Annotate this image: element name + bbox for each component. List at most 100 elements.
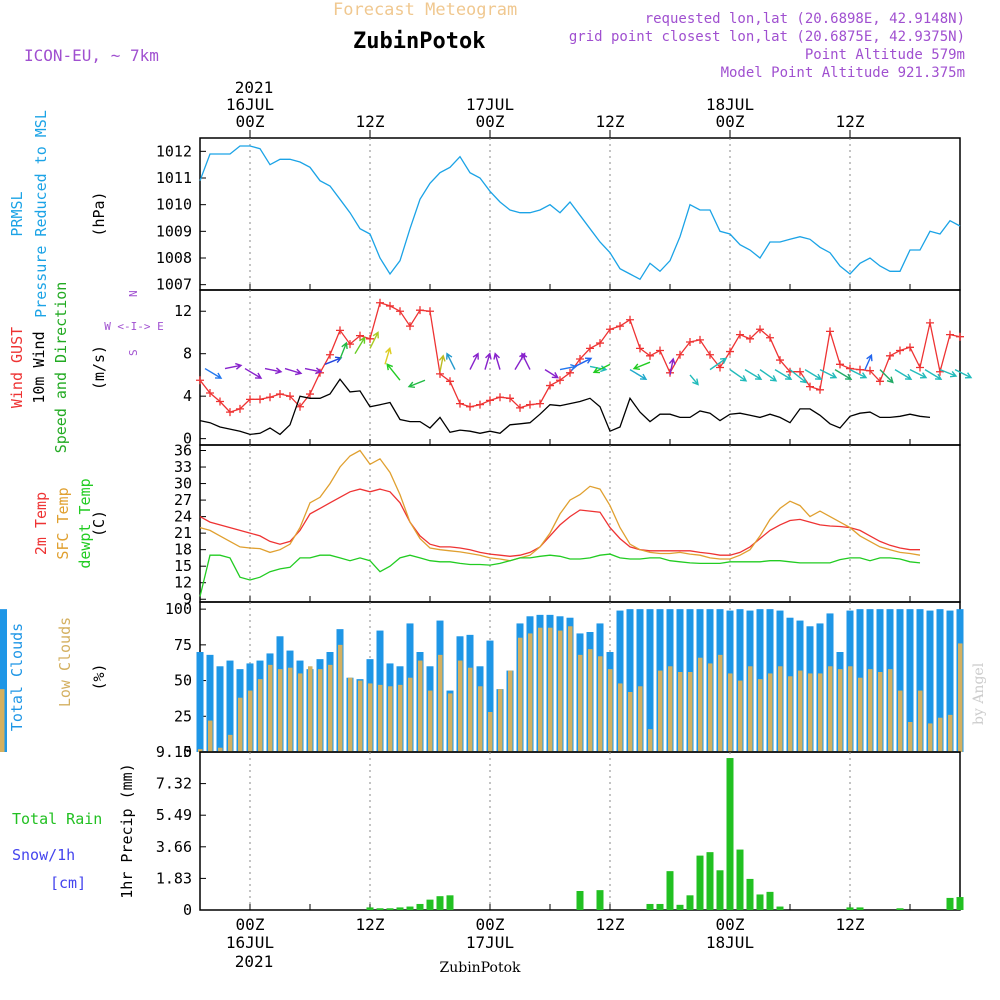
low-cloud-bar — [878, 672, 883, 752]
gust-marker — [486, 396, 494, 405]
station-title: ZubinPotok — [353, 29, 485, 54]
low-cloud-bar — [738, 680, 743, 752]
gust-marker — [646, 351, 654, 360]
low-cloud-bar — [938, 717, 943, 752]
y-tick-label: 21 — [174, 524, 192, 542]
wind-direction-arrow — [632, 361, 651, 371]
gust-marker — [346, 340, 354, 349]
legend-label: PRMSL — [8, 191, 26, 236]
closest-coords: grid point closest lon,lat (20.6875E, 42… — [569, 29, 965, 45]
y-tick-label: 1011 — [156, 169, 192, 187]
gust-marker — [616, 322, 624, 331]
low-cloud-bar — [568, 626, 573, 752]
wind-direction-arrow — [574, 357, 593, 368]
gust-marker — [766, 333, 774, 342]
low-cloud-bar — [388, 686, 393, 752]
y-tick-label: 1009 — [156, 222, 192, 240]
low-cloud-bar — [818, 673, 823, 752]
y-tick-label: 75 — [174, 636, 192, 654]
low-cloud-bar — [288, 667, 293, 752]
low-cloud-bar — [488, 712, 493, 752]
wind-direction-arrow — [264, 367, 283, 375]
legend-label: dewpt Temp — [76, 478, 94, 568]
gust-marker — [776, 356, 784, 365]
y-tick-label: 12 — [174, 302, 192, 320]
y-tick-label: 0 — [183, 901, 192, 919]
top-tick-label: 12Z — [836, 112, 865, 131]
rain-bar — [946, 897, 954, 910]
low-cloud-bar — [758, 679, 763, 752]
low-cloud-bar — [748, 666, 753, 752]
wind-direction-arrow — [709, 357, 728, 371]
low-cloud-bar — [468, 667, 473, 752]
low-cloud-bar — [888, 669, 893, 752]
low-cloud-bar — [638, 686, 643, 752]
rain-bar — [746, 878, 754, 910]
model-label: ICON-EU, ~ 7km — [24, 46, 159, 65]
low-cloud-bar — [608, 669, 613, 752]
low-cloud-bar — [448, 693, 453, 752]
bottom-tick-label: 12Z — [356, 915, 385, 934]
gust-marker — [736, 330, 744, 339]
gust-marker — [546, 381, 554, 390]
low-cloud-bar — [508, 670, 513, 752]
gust-marker — [396, 307, 404, 316]
low-cloud-bar — [548, 627, 553, 752]
panel-4: 0 25 50 75 100 (%) Total Clouds Low Clouds — [0, 600, 964, 761]
panel-frame — [199, 751, 961, 911]
total-cloud-bar — [646, 609, 654, 752]
low-cloud-bar — [248, 690, 253, 752]
total-cloud-bar — [906, 609, 914, 752]
gust-marker — [296, 402, 304, 411]
rain-bar — [716, 870, 724, 910]
low-cloud-bar — [668, 666, 673, 752]
low-cloud-bar — [898, 690, 903, 752]
rain-bar — [666, 871, 674, 910]
gust-marker — [746, 334, 754, 343]
wind-direction-arrow — [284, 367, 303, 376]
gust-marker — [216, 397, 224, 406]
total-cloud-bar — [206, 654, 214, 752]
total-cloud-bar — [896, 609, 904, 752]
bottom-date-label: 18JUL — [706, 933, 754, 952]
low-cloud-bar — [458, 660, 463, 752]
wind-direction-arrow — [789, 369, 808, 384]
y-tick-label: 50 — [174, 672, 192, 690]
panel-1: 1007 1008 1009 1010 1011 1012 (hPa) PRMSL Pressu… — [8, 110, 961, 318]
wind-direction-arrow — [729, 369, 748, 382]
legend-label: Snow/1h — [12, 846, 75, 864]
rain-bar — [846, 907, 854, 910]
wind-direction-arrow — [339, 341, 348, 360]
low-cloud-bar — [278, 669, 283, 752]
series-line-sfc — [199, 449, 921, 562]
gust-marker — [506, 394, 514, 403]
wind-direction-arrow — [369, 331, 379, 349]
wind-direction-arrow — [592, 363, 611, 374]
gust-marker — [556, 376, 564, 385]
low-cloud-bar — [258, 679, 263, 752]
bottom-date-label: 16JUL — [226, 933, 274, 952]
wind-direction-arrow — [849, 368, 868, 379]
wind-direction-arrow — [407, 379, 426, 389]
wind-direction-arrow — [304, 367, 323, 375]
low-cloud-bar — [928, 723, 933, 752]
gust-marker — [576, 355, 584, 364]
rain-bar — [386, 908, 394, 910]
y-tick-label: 0 — [183, 430, 192, 448]
panel-frame — [199, 137, 961, 291]
bottom-year: 2021 — [235, 952, 274, 971]
low-cloud-bar — [598, 656, 603, 752]
low-cloud-bar — [648, 729, 653, 752]
y-tick-label: 7.32 — [156, 775, 192, 793]
y-tick-label: 1008 — [156, 249, 192, 267]
wind-direction-arrow — [493, 352, 501, 370]
wind-direction-arrow — [924, 369, 943, 380]
low-cloud-bar — [538, 627, 543, 752]
gust-marker — [566, 368, 574, 377]
rain-bar — [576, 891, 584, 910]
gust-marker — [836, 360, 844, 369]
rain-bar — [396, 907, 404, 910]
low-cloud-bar — [408, 677, 413, 752]
gust-marker — [366, 334, 374, 343]
